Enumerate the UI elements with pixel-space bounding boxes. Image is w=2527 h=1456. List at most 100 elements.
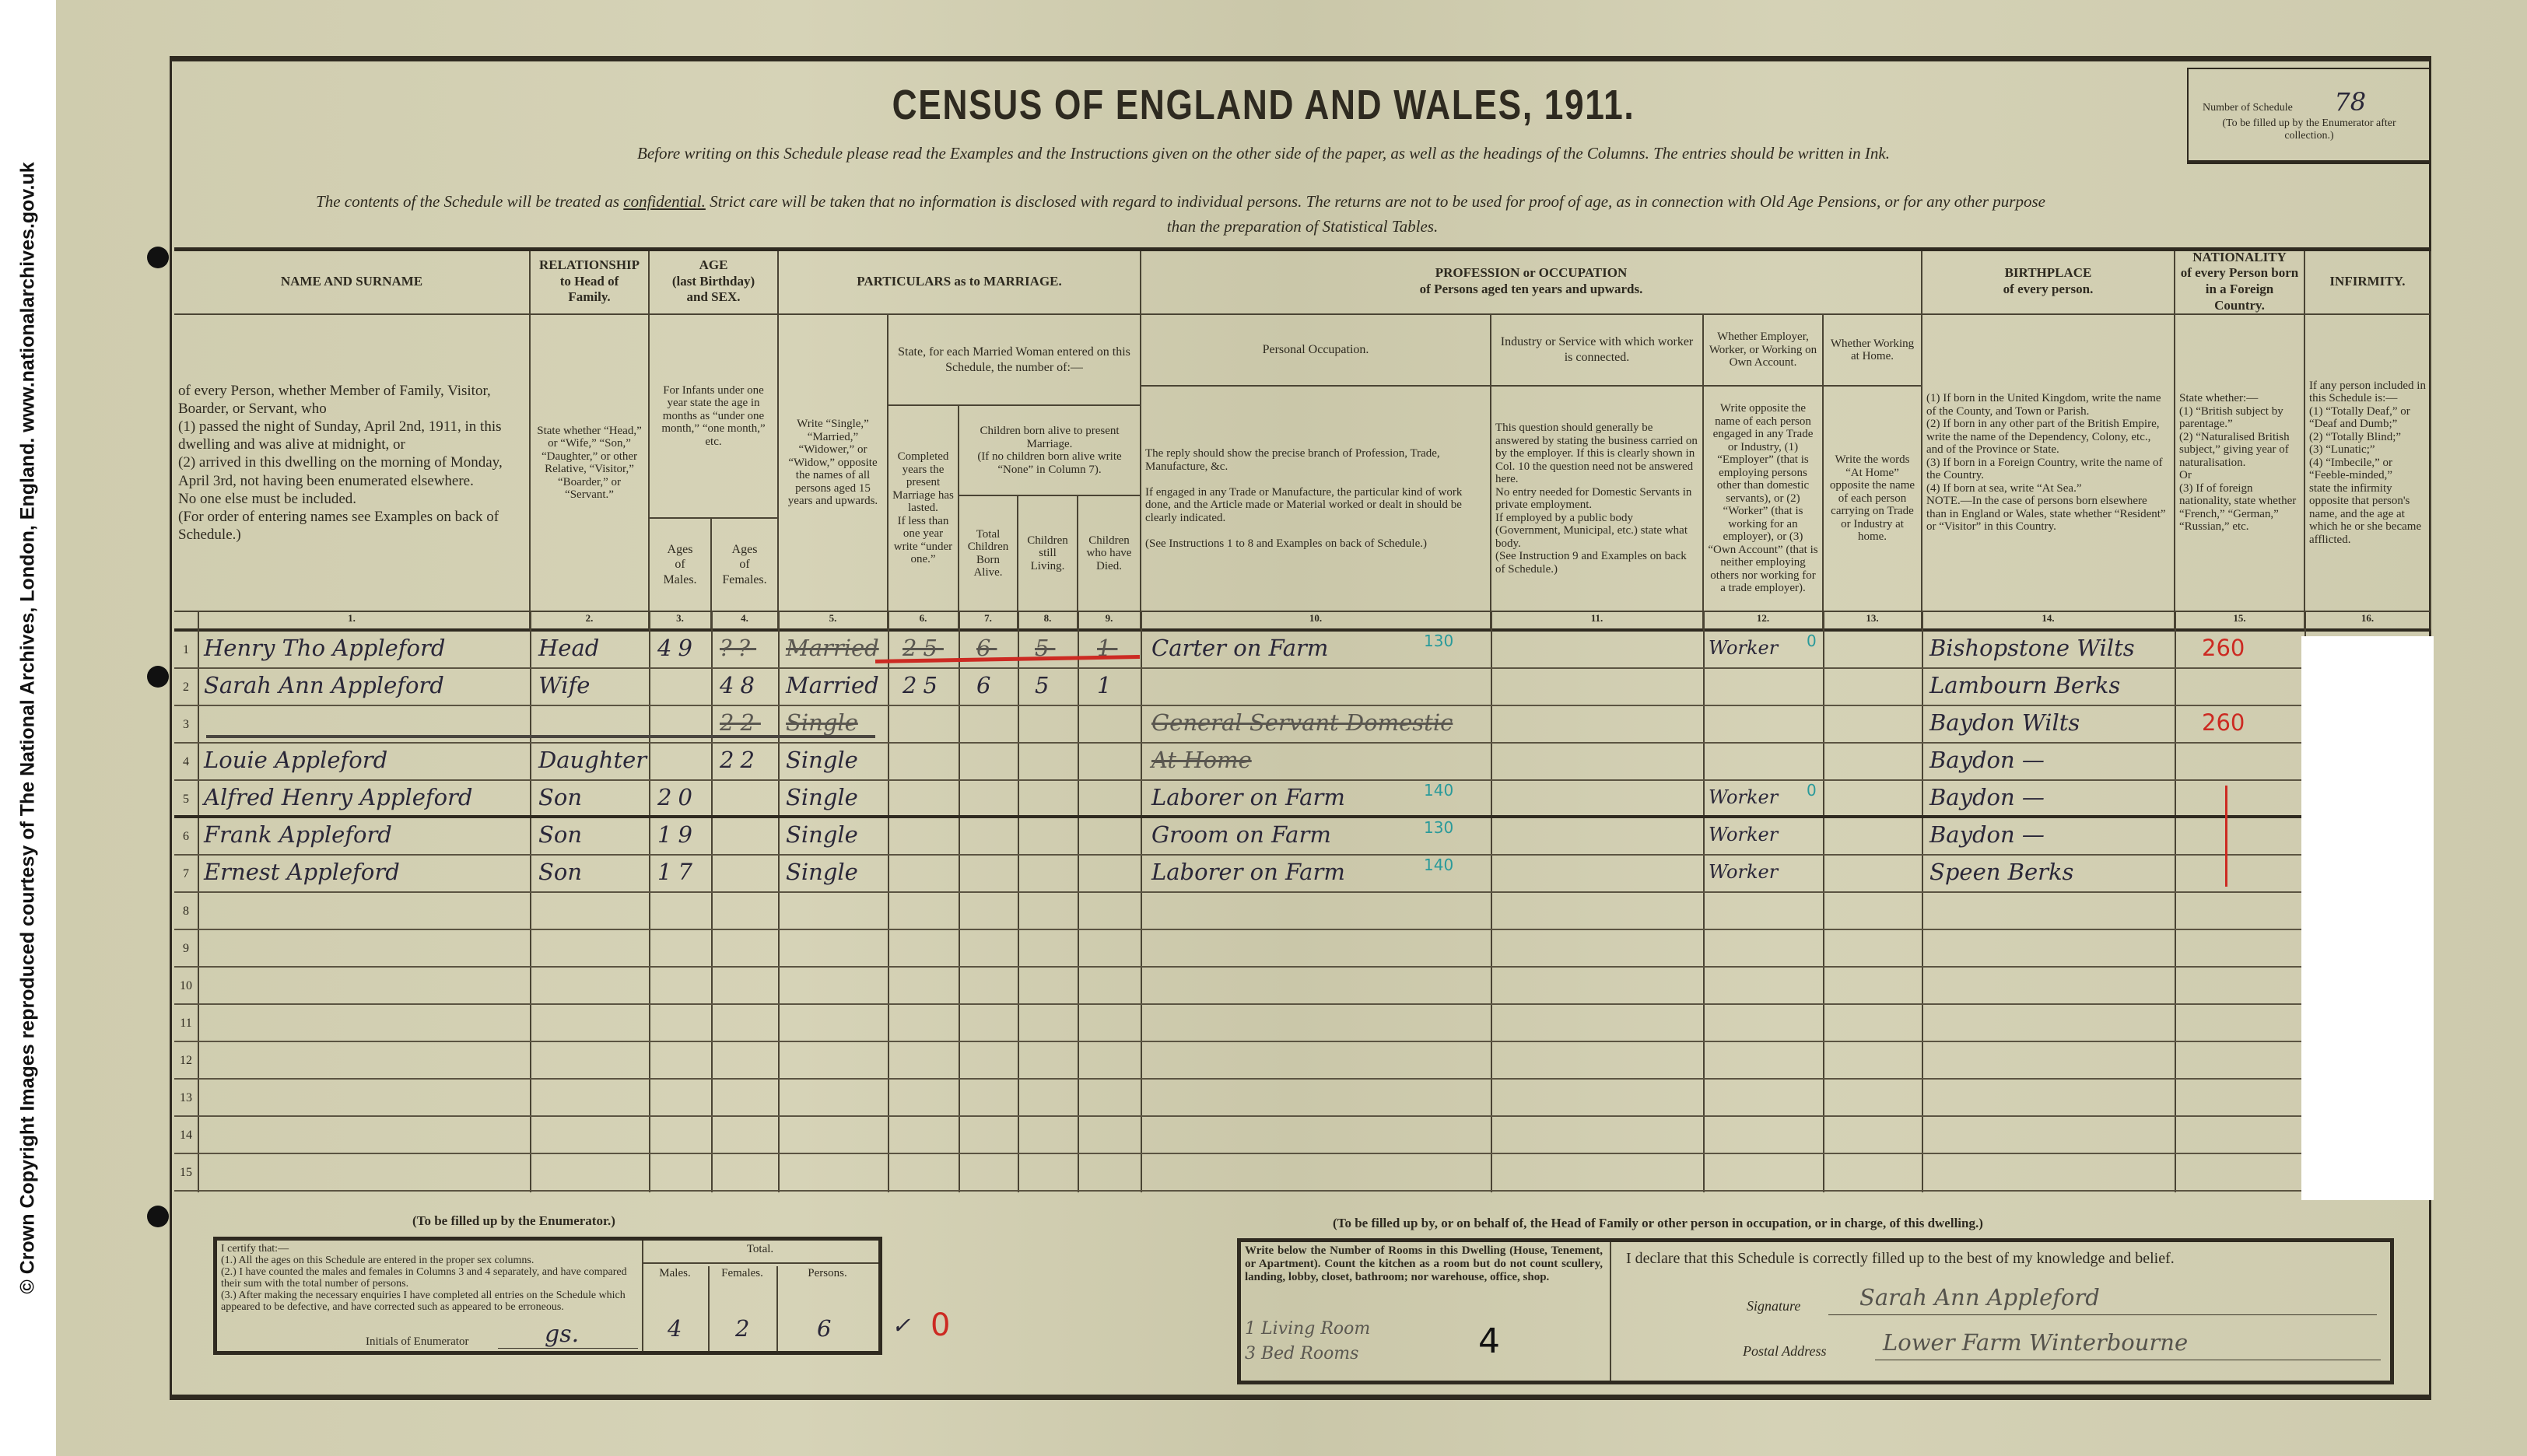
cell-age-m[interactable]: 49 <box>657 635 699 661</box>
header-name-title: NAME AND SURNAME <box>174 250 531 315</box>
cell-nationality[interactable]: 260 <box>2202 709 2245 736</box>
header-occ-status: Whether Employer, Worker, or Working on … <box>1704 315 1824 387</box>
cell-relationship[interactable]: Son <box>538 859 583 885</box>
cell-relationship[interactable]: Wife <box>538 672 591 698</box>
cell-status[interactable]: Worker <box>1709 824 1779 845</box>
enumerator-red-mark: 0 <box>931 1307 951 1343</box>
total-persons[interactable]: 6 <box>817 1315 832 1342</box>
cell-occupation[interactable]: Carter on Farm <box>1151 635 1329 661</box>
confidential-end: than the preparation of Statistical Tabl… <box>1166 217 1439 236</box>
cell-status[interactable]: Worker <box>1709 861 1779 883</box>
cell-occupation[interactable]: At Home <box>1151 747 1252 773</box>
cell-age-m[interactable]: 17 <box>657 859 699 885</box>
cell-name[interactable]: Ernest Appleford <box>204 859 400 885</box>
total-females[interactable]: 2 <box>735 1315 750 1342</box>
cell-name[interactable]: Louie Appleford <box>204 747 388 773</box>
cell-marital[interactable]: Single <box>786 747 858 773</box>
cell-total[interactable]: 6 <box>976 635 997 661</box>
header-occ-industry-body: This question should generally be answer… <box>1491 387 1704 612</box>
cell-relationship[interactable]: Head <box>538 635 600 661</box>
row-number: 15 <box>180 1166 192 1179</box>
rooms-line-1[interactable]: 1 Living Room <box>1245 1319 1371 1339</box>
cell-occupation[interactable]: General Servant Domestic <box>1151 709 1453 736</box>
cell-age-f[interactable]: 48 <box>720 672 761 698</box>
row-number: 10 <box>180 979 192 992</box>
cell-birthplace[interactable]: Lambourn Berks <box>1929 672 2121 698</box>
row-number: 2 <box>183 681 189 694</box>
column-number: 4. <box>712 612 779 632</box>
cell-name[interactable]: Henry Tho Appleford <box>204 635 446 661</box>
cell-total[interactable]: 6 <box>976 672 997 698</box>
cell-marital[interactable]: Single <box>786 709 858 736</box>
cell-age-f[interactable]: 22 <box>720 709 761 736</box>
schedule-number[interactable]: 78 <box>2334 87 2367 117</box>
cell-relationship[interactable]: Son <box>538 821 583 848</box>
column-divider <box>1703 612 1705 1192</box>
header-top-rule <box>174 247 2431 251</box>
instructions-text: Before writing on this Schedule please r… <box>637 144 1890 163</box>
cell-marital[interactable]: Single <box>786 859 858 885</box>
cell-name[interactable]: Alfred Henry Appleford <box>204 784 473 810</box>
rooms-line-2[interactable]: 3 Bed Rooms <box>1245 1344 1359 1363</box>
header-age-females: Ages of Females. <box>712 519 779 612</box>
cell-years[interactable]: 25 <box>902 672 944 698</box>
table-row <box>174 706 2431 744</box>
cell-birthplace[interactable]: Baydon — <box>1929 821 2045 848</box>
cell-relationship[interactable]: Son <box>538 784 583 810</box>
row-number-divider <box>198 612 199 1192</box>
column-number: 8. <box>1018 612 1078 632</box>
cell-birthplace[interactable]: Speen Berks <box>1929 859 2074 885</box>
cell-occupation[interactable]: Laborer on Farm <box>1151 859 1345 885</box>
cell-marital[interactable]: Married <box>786 672 879 698</box>
cell-birthplace[interactable]: Baydon — <box>1929 747 2045 773</box>
cell-marital[interactable]: Single <box>786 784 858 810</box>
cell-birthplace[interactable]: Bishopstone Wilts <box>1929 635 2135 661</box>
column-divider <box>1141 612 1142 1192</box>
cell-nationality[interactable]: 260 <box>2202 635 2245 661</box>
copyright-watermark: © Crown Copyright Images reproduced cour… <box>16 162 39 1294</box>
divider <box>642 1241 643 1351</box>
cell-living[interactable]: 5 <box>1035 635 1056 661</box>
cell-name[interactable]: Sarah Ann Appleford <box>204 672 444 698</box>
cell-occupation[interactable]: Laborer on Farm <box>1151 784 1345 810</box>
column-divider <box>888 612 889 1192</box>
struck-row-scribble <box>206 735 875 738</box>
row-number: 11 <box>180 1017 192 1030</box>
column-divider <box>959 612 960 1192</box>
cell-years[interactable]: 25 <box>902 635 944 661</box>
cell-died[interactable]: 1 <box>1097 635 1118 661</box>
header-mar-state: State, for each Married Woman entered on… <box>888 315 1141 406</box>
cell-relationship[interactable]: Daughter <box>538 747 647 773</box>
enumerator-initials[interactable]: gs. <box>545 1321 580 1348</box>
header-mar-years: Completed years the present Marriage has… <box>888 406 959 612</box>
cell-occupation[interactable]: Groom on Farm <box>1151 821 1331 848</box>
cell-birthplace[interactable]: Baydon — <box>1929 784 2045 810</box>
cell-living[interactable]: 5 <box>1035 672 1056 698</box>
cell-marital[interactable]: Married <box>786 635 879 661</box>
header-occ-title: PROFESSION or OCCUPATION of Persons aged… <box>1141 250 1922 315</box>
cell-status[interactable]: Worker <box>1709 786 1779 808</box>
confidential-post: Strict care will be taken that no inform… <box>705 192 2045 211</box>
postal-address[interactable]: Lower Farm Winterbourne <box>1883 1329 2189 1356</box>
enumerator-certification: I certify that:— (1.) All the ages on th… <box>221 1243 627 1313</box>
cell-name[interactable]: Frank Appleford <box>204 821 392 848</box>
cell-status[interactable]: Worker <box>1709 637 1779 659</box>
cell-died[interactable]: 1 <box>1097 672 1118 698</box>
cell-marital[interactable]: Single <box>786 821 858 848</box>
column-number: 12. <box>1704 612 1824 632</box>
schedule-number-row: Number of Schedule 78 <box>2189 89 2430 114</box>
header-mar-living: Children still Living. <box>1018 496 1078 612</box>
header-mar-total: Total Children Born Alive. <box>959 496 1018 612</box>
total-males[interactable]: 4 <box>668 1315 682 1342</box>
rooms-total[interactable]: 4 <box>1478 1321 1500 1361</box>
cell-age-m[interactable]: 20 <box>657 784 699 810</box>
males-label: Males. <box>642 1266 710 1351</box>
cell-age-f[interactable]: 22 <box>720 747 761 773</box>
signature[interactable]: Sarah Ann Appleford <box>1859 1284 2100 1311</box>
cell-birthplace[interactable]: Baydon Wilts <box>1929 709 2080 736</box>
occupation-code: 140 <box>1424 856 1454 874</box>
cell-age-f[interactable]: ?? <box>720 635 757 661</box>
column-number: 7. <box>959 612 1018 632</box>
cell-age-m[interactable]: 19 <box>657 821 699 848</box>
header-age-males: Ages of Males. <box>650 519 712 612</box>
